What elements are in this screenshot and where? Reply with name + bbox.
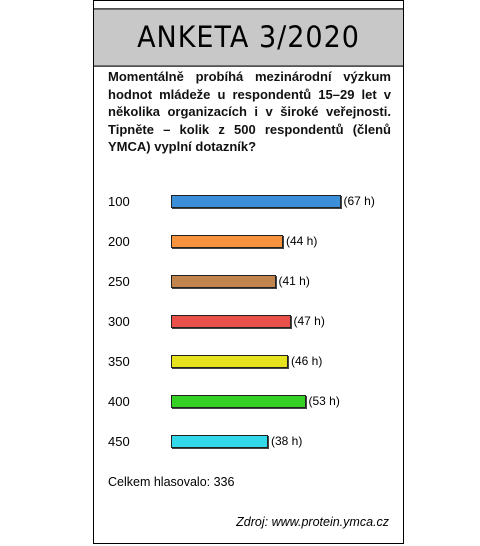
bar-row: 400 (53 h) (94, 392, 403, 412)
bar (171, 435, 268, 448)
category-label: 350 (108, 354, 130, 369)
bar-row: 450 (38 h) (94, 432, 403, 452)
bar (171, 315, 291, 328)
category-label: 200 (108, 234, 130, 249)
category-label: 400 (108, 394, 130, 409)
bar (171, 235, 283, 248)
bar-row: 350 (46 h) (94, 352, 403, 372)
poll-card: ANKETA 3/2020 Momentálně probíhá mezinár… (93, 0, 404, 544)
category-label: 250 (108, 274, 130, 289)
category-label: 450 (108, 434, 130, 449)
source: Zdroj: www.protein.ymca.cz (236, 515, 389, 529)
bar (171, 395, 306, 408)
bar-row: 300 (47 h) (94, 312, 403, 332)
value-label: (47 h) (293, 314, 325, 328)
value-label: (67 h) (343, 194, 375, 208)
bar (171, 275, 276, 288)
bar-row: 200 (44 h) (94, 232, 403, 252)
value-label: (38 h) (271, 434, 303, 448)
bar (171, 195, 341, 208)
poll-title: ANKETA 3/2020 (94, 8, 403, 67)
value-label: (46 h) (291, 354, 323, 368)
value-label: (53 h) (308, 394, 340, 408)
question: Momentálně probíhá mezinárodní výzkum ho… (108, 69, 391, 154)
total-votes: Celkem hlasovalo: 336 (108, 475, 235, 489)
bar (171, 355, 288, 368)
value-label: (44 h) (286, 234, 318, 248)
bar-row: 100 (67 h) (94, 192, 403, 212)
value-label: (41 h) (278, 274, 310, 288)
category-label: 300 (108, 314, 130, 329)
bar-row: 250 (41 h) (94, 272, 403, 292)
category-label: 100 (108, 194, 130, 209)
